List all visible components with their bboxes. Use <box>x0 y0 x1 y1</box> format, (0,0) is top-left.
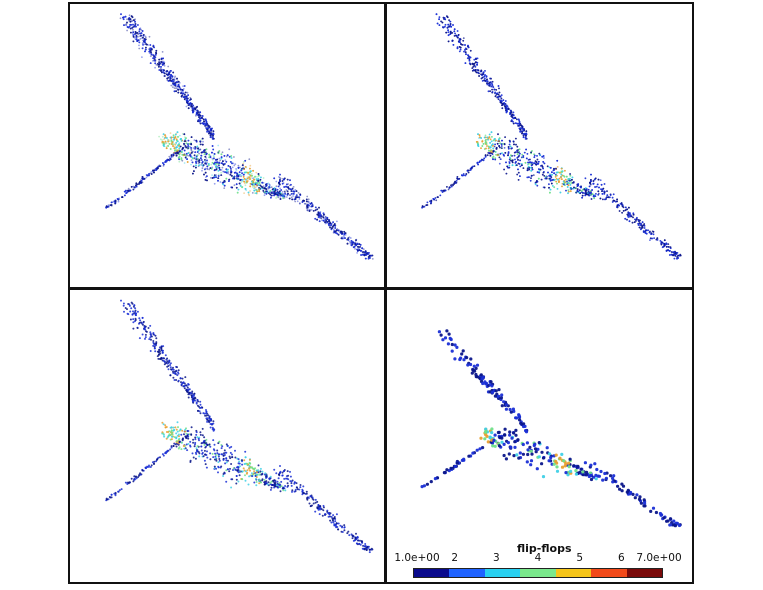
point-cloud <box>421 13 682 260</box>
colorbar-tick-label: 6 <box>617 552 625 564</box>
colorbar-segment-4 <box>520 569 556 577</box>
colorbar-segment-1 <box>414 569 450 577</box>
colorbar-tick-label: 4 <box>534 552 542 564</box>
colorbar-segment-6 <box>591 569 627 577</box>
colorbar-tick-label: 1.0e+00 <box>394 552 440 564</box>
colorbar-tick-label: 5 <box>576 552 583 564</box>
colorbar-title: flip-flops <box>517 542 572 555</box>
point-cloud-plot-3 <box>105 299 374 554</box>
panel-bottom-left <box>68 288 386 584</box>
point-cloud <box>105 299 374 554</box>
colorbar-segment-5 <box>555 569 592 577</box>
panel-top-left <box>68 2 386 289</box>
colorbar-tick-label: 3 <box>492 552 500 564</box>
panel-bottom-right: flip-flops 1.0e+00 2 3 4 5 6 7.0e+00 <box>385 288 694 584</box>
colorbar-segment-2 <box>449 569 485 577</box>
point-cloud <box>420 329 682 528</box>
panel-top-right <box>385 2 694 289</box>
colorbar-tick-label: 2 <box>451 552 458 564</box>
point-cloud <box>105 13 374 260</box>
colorbar <box>413 568 663 578</box>
point-cloud-plot-2 <box>421 13 682 260</box>
colorbar-tick-label: 7.0e+00 <box>636 552 682 564</box>
point-cloud-plot-4 <box>420 329 682 528</box>
colorbar-segment-7 <box>626 569 662 577</box>
colorbar-segment-3 <box>484 569 521 577</box>
point-cloud-plot-1 <box>105 13 374 260</box>
